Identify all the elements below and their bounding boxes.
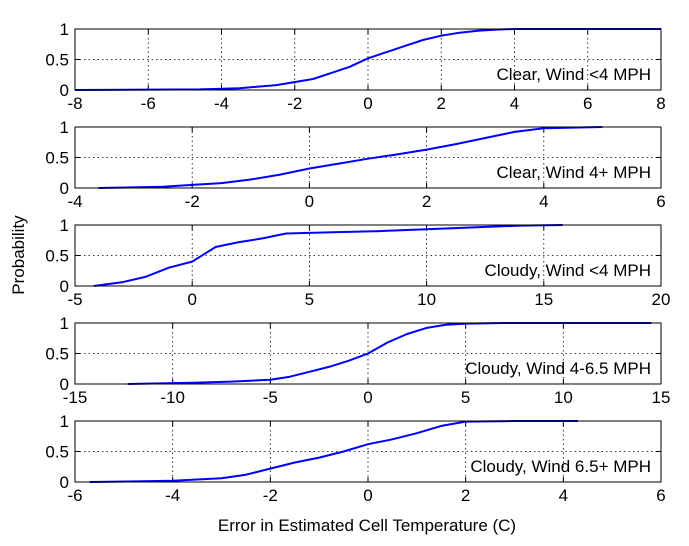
x-tick-label: -6 — [67, 486, 82, 505]
y-tick-label: 0.5 — [45, 51, 69, 70]
y-tick-label: 1 — [60, 118, 69, 137]
y-tick-label: 0 — [60, 81, 69, 100]
x-tick-label: -4 — [67, 192, 82, 211]
x-tick-label: 2 — [422, 192, 431, 211]
x-tick-label: 6 — [583, 94, 592, 113]
x-tick-label: 0 — [363, 94, 372, 113]
x-tick-label: 0 — [363, 486, 372, 505]
y-tick-label: 0.5 — [45, 149, 69, 168]
x-tick-label: 0 — [363, 388, 372, 407]
x-tick-label: 10 — [554, 388, 573, 407]
cdf-line-1 — [89, 420, 578, 483]
y-tick-label: 0 — [60, 375, 69, 394]
x-tick-label: 15 — [652, 388, 671, 407]
panel-annotation: Clear, Wind <4 MPH — [497, 65, 651, 84]
x-tick-label: 5 — [461, 388, 470, 407]
y-tick-label: 1 — [60, 216, 69, 235]
y-tick-label: 0.5 — [45, 345, 69, 364]
x-tick-label: -2 — [185, 192, 200, 211]
x-tick-label: 5 — [305, 290, 314, 309]
y-tick-label: 0.5 — [45, 247, 69, 266]
axes-box — [74, 28, 662, 91]
panel-annotation: Clear, Wind 4+ MPH — [497, 163, 651, 182]
x-tick-label: 0 — [305, 192, 314, 211]
x-tick-label: 4 — [510, 94, 519, 113]
x-tick-label: 6 — [656, 486, 665, 505]
x-tick-label: 2 — [437, 94, 446, 113]
x-tick-label: -2 — [287, 94, 302, 113]
y-tick-label: 1 — [60, 20, 69, 39]
x-tick-label: -5 — [67, 290, 82, 309]
x-tick-label: -8 — [67, 94, 82, 113]
subplot-1: -8 -6 -4 -2 0 2 4 6 8 0 0.5 1 Clear, Wind <4 MPH — [45, 20, 665, 113]
x-tick-label: 10 — [417, 290, 436, 309]
x-tick-label: -4 — [165, 486, 180, 505]
cdf-line-1 — [98, 126, 603, 189]
subplot-5: -6 -4 -2 0 2 4 6 0 0.5 1 Cloudy, Wind 6.5+ MPH — [45, 412, 665, 505]
y-tick-label: 1 — [60, 314, 69, 333]
cdf-line-1 — [93, 224, 563, 287]
x-tick-label: -2 — [263, 486, 278, 505]
subplot-4: -15 -10 -5 0 5 10 15 0 0.5 1 Cloudy, Wind 4-6.5 MP… — [45, 314, 670, 407]
y-tick-label: 0 — [60, 277, 69, 296]
axes-box — [74, 322, 662, 385]
axes-box — [74, 126, 662, 189]
x-tick-label: 6 — [656, 192, 665, 211]
cdf-line-1 — [74, 28, 661, 91]
x-tick-label: 8 — [656, 94, 665, 113]
x-tick-label: -5 — [263, 388, 278, 407]
y-tick-label: 0 — [60, 473, 69, 492]
y-tick-label: 0.5 — [45, 443, 69, 462]
subplot-panels: -8 -6 -4 -2 0 2 4 6 8 0 0.5 1 Clear, Wind <4 MPH -4 -2… — [45, 20, 670, 505]
x-tick-label: -4 — [214, 94, 229, 113]
panel-annotation: Cloudy, Wind 6.5+ MPH — [470, 457, 651, 476]
y-tick-label: 1 — [60, 412, 69, 431]
subplot-2: -4 -2 0 2 4 6 0 0.5 1 Clear, Wind 4+ MPH — [45, 118, 665, 211]
x-tick-label: 15 — [534, 290, 553, 309]
x-tick-label: -15 — [63, 388, 88, 407]
x-tick-label: 4 — [559, 486, 568, 505]
x-axis-title: Error in Estimated Cell Temperature (C) — [218, 516, 516, 535]
panel-annotation: Cloudy, Wind 4-6.5 MPH — [465, 359, 651, 378]
x-tick-label: 0 — [187, 290, 196, 309]
x-tick-label: -6 — [141, 94, 156, 113]
x-tick-label: 4 — [539, 192, 548, 211]
panel-annotation: Cloudy, Wind <4 MPH — [485, 261, 651, 280]
x-tick-label: -10 — [160, 388, 185, 407]
y-tick-label: 0 — [60, 179, 69, 198]
x-tick-label: 2 — [461, 486, 470, 505]
y-axis-title: Probability — [9, 215, 28, 295]
axes-box — [74, 224, 662, 287]
x-tick-label: 20 — [652, 290, 671, 309]
axes-box — [74, 420, 662, 483]
